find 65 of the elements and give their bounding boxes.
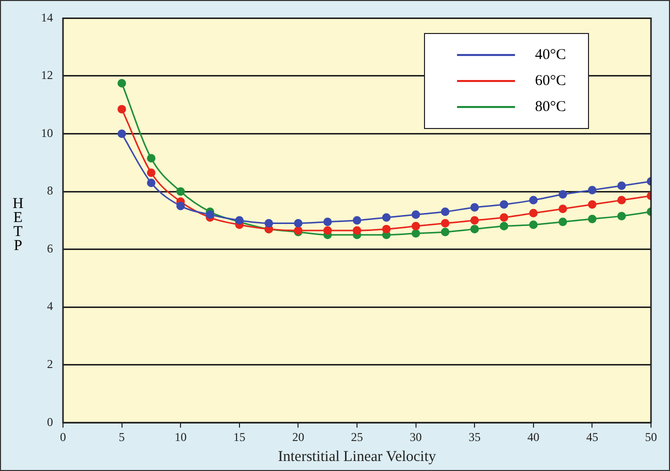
point: [440, 219, 450, 228]
x-tick-label: 20: [292, 430, 304, 444]
point: [588, 186, 596, 194]
point: [440, 228, 450, 236]
point: [118, 78, 126, 88]
point: [558, 218, 568, 226]
x-tick-label: 30: [410, 430, 422, 444]
point: [176, 187, 185, 196]
point: [264, 219, 274, 228]
point: [617, 181, 626, 190]
y-axis-title: HETP: [9, 196, 26, 252]
x-tick-label: 40: [527, 430, 540, 444]
point: [500, 222, 508, 230]
point: [146, 154, 156, 163]
point: [382, 213, 391, 222]
x-tick-label: 15: [233, 430, 246, 444]
x-tick-label: 35: [468, 430, 481, 444]
point: [323, 226, 332, 235]
point: [146, 168, 156, 177]
y-tick-label: 6: [47, 241, 53, 256]
x-tick-label: 0: [60, 430, 66, 444]
x-tick-label: 25: [351, 430, 363, 444]
y-tick-label: 2: [47, 356, 53, 371]
point: [206, 210, 214, 219]
point: [176, 202, 185, 210]
point: [412, 222, 420, 230]
y-tick-label: 0: [47, 414, 53, 429]
point: [529, 196, 538, 204]
point: [470, 224, 479, 234]
point: [352, 226, 362, 235]
legend-label: 40°C: [534, 46, 566, 64]
y-tick-label: 8: [47, 184, 53, 198]
point: [323, 218, 332, 226]
point: [118, 129, 126, 138]
point: [470, 216, 479, 225]
y-tick-label: 10: [41, 126, 53, 140]
point: [529, 208, 538, 218]
point: [588, 200, 596, 209]
legend-label: 80°C: [534, 98, 566, 116]
y-tick-label: 4: [47, 299, 53, 314]
point: [558, 204, 568, 214]
point: [412, 229, 420, 238]
x-tick-label: 50: [645, 430, 657, 444]
point: [470, 203, 479, 212]
point: [588, 214, 596, 224]
point: [382, 224, 391, 234]
point: [440, 207, 450, 216]
point: [500, 213, 508, 222]
y-tick-label: 14: [41, 10, 53, 24]
point: [617, 196, 626, 204]
x-axis-title: Interstitial Linear Velocity: [278, 448, 436, 465]
point: [146, 178, 156, 188]
x-tick-label: 5: [118, 430, 125, 444]
y-tick-label: 12: [41, 68, 53, 82]
point: [412, 210, 420, 219]
x-tick-label: 10: [174, 430, 187, 444]
point: [500, 200, 508, 209]
point: [118, 104, 126, 114]
point: [617, 212, 626, 220]
legend-label: 60°C: [534, 72, 566, 90]
x-tick-label: 45: [586, 430, 598, 444]
point: [529, 220, 538, 229]
point: [558, 190, 568, 199]
point: [294, 219, 302, 228]
point: [352, 216, 362, 225]
